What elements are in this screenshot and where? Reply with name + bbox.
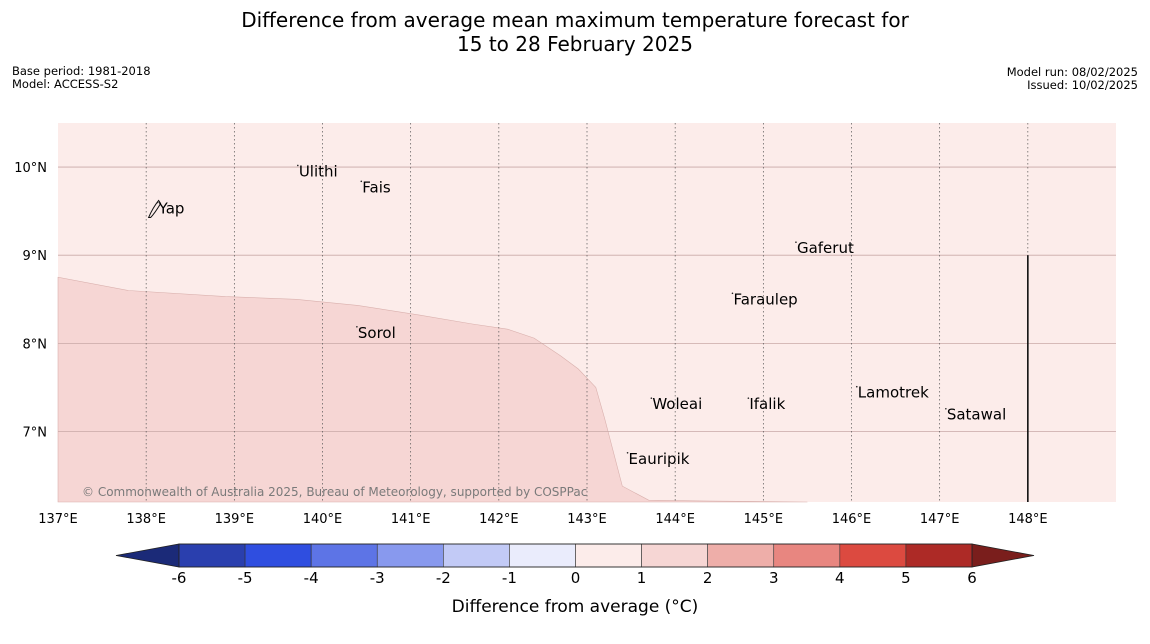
title-line-2: 15 to 28 February 2025 — [457, 32, 693, 56]
colorbar-segment — [376, 543, 444, 568]
lat-label-2: 8°N — [23, 337, 48, 352]
lon-label-3: 140°E — [303, 512, 343, 527]
meta-left: Base period: 1981-2018 Model: ACCESS-S2 — [12, 65, 151, 91]
colorbar-frame — [178, 543, 973, 568]
colorbar-tick-7: 1 — [637, 569, 647, 587]
title-line-1: Difference from average mean maximum tem… — [241, 8, 909, 32]
colorbar-segment — [773, 543, 841, 568]
place-label-7: Woleai — [652, 395, 702, 413]
yap-island-icon — [147, 199, 162, 218]
map-title: Difference from average mean maximum tem… — [0, 8, 1150, 56]
place-label-2: Yap — [158, 199, 185, 217]
place-label-5: Sorol — [358, 324, 396, 342]
island-marker — [945, 407, 947, 410]
model-name: Model: ACCESS-S2 — [12, 77, 119, 91]
copyright-notice: © Commonwealth of Australia 2025, Bureau… — [82, 485, 587, 499]
island-marker — [650, 397, 653, 399]
island-marker — [731, 292, 734, 295]
colorbar-tick-10: 4 — [835, 569, 845, 587]
colorbar: -6 -5 -4 -3 -2 -1 0 1 2 3 4 5 6 Difference from avera… — [115, 543, 1035, 617]
island-marker — [855, 385, 858, 388]
place-label-1: Fais — [362, 178, 391, 196]
colorbar-tick-5: -1 — [502, 569, 517, 587]
colorbar-tick-0: -6 — [172, 569, 187, 587]
island-marker — [356, 325, 358, 328]
lon-label-11: 148°E — [1008, 512, 1048, 527]
colorbar-under-arrow — [115, 543, 180, 568]
lon-label-6: 143°E — [567, 512, 607, 527]
meta-right: Model run: 08/02/2025 Issued: 10/02/2025 — [1007, 66, 1138, 92]
colorbar-segment — [443, 543, 510, 568]
colorbar-tick-1: -5 — [238, 569, 253, 587]
colorbar-tick-12: 6 — [967, 569, 977, 587]
colorbar-segment — [839, 543, 907, 568]
colorbar-segment — [575, 543, 642, 568]
base-period: Base period: 1981-2018 — [12, 64, 151, 78]
colorbar-tick-2: -4 — [304, 569, 319, 587]
colorbar-segment — [641, 543, 708, 568]
island-marker — [795, 241, 797, 243]
place-label-3: Gaferut — [797, 239, 854, 257]
lat-label-3: 7°N — [23, 425, 48, 440]
colorbar-segment — [178, 543, 246, 568]
lon-label-2: 139°E — [215, 512, 255, 527]
island-marker — [156, 201, 159, 204]
place-label-9: Satawal — [947, 406, 1006, 424]
colorbar-over-arrow — [971, 543, 1035, 568]
colorbar-segment — [310, 543, 378, 568]
island-marker — [297, 164, 299, 167]
colorbar-tick-8: 2 — [703, 569, 713, 587]
island-marker — [360, 180, 363, 183]
lon-label-0: 137°E — [38, 512, 78, 527]
place-label-6: Lamotrek — [858, 384, 929, 402]
colorbar-tick-9: 3 — [769, 569, 779, 587]
colorbar-tick-11: 5 — [901, 569, 911, 587]
colorbar-tick-3: -3 — [370, 569, 385, 587]
island-marker — [747, 397, 750, 399]
colorbar-segment — [707, 543, 775, 568]
island-marker — [626, 452, 629, 454]
colorbar-segment — [244, 543, 312, 568]
issued-date: Issued: 10/02/2025 — [1027, 78, 1138, 92]
lon-label-5: 142°E — [479, 512, 519, 527]
lon-label-4: 141°E — [391, 512, 431, 527]
place-label-8: Ifalik — [749, 395, 785, 413]
map-layer: 10°N 9°N 8°N 7°N 137°E 138°E 139°E 140°E 141°E 14… — [14, 123, 1116, 527]
lat-label-0: 10°N — [14, 161, 47, 176]
lon-label-8: 145°E — [744, 512, 784, 527]
colorbar-tick-6: 0 — [571, 569, 581, 587]
model-run: Model run: 08/02/2025 — [1006, 65, 1138, 79]
colorbar-segment — [509, 543, 576, 568]
place-label-0: Ulithi — [299, 162, 338, 180]
colorbar-tick-4: -2 — [436, 569, 451, 587]
lon-label-10: 147°E — [920, 512, 960, 527]
colorbar-segment — [905, 543, 973, 568]
colorbar-label: Difference from average (°C) — [452, 597, 699, 617]
place-label-4: Faraulep — [733, 290, 797, 308]
lat-label-1: 9°N — [23, 249, 48, 264]
lon-label-1: 138°E — [126, 512, 166, 527]
lon-label-7: 144°E — [655, 512, 695, 527]
anomaly-region-1-to-2 — [57, 276, 808, 503]
lon-label-9: 146°E — [832, 512, 872, 527]
place-label-10: Eauripik — [629, 450, 690, 468]
